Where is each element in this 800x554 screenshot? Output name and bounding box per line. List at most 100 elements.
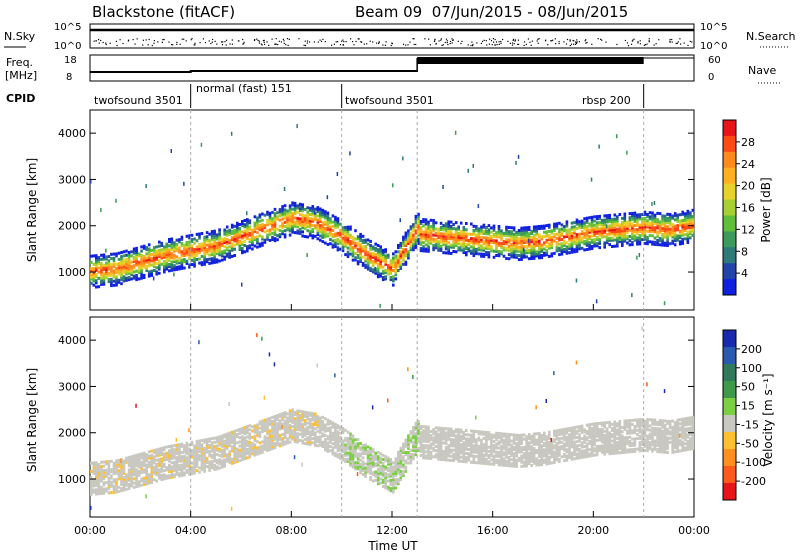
power-cell xyxy=(155,255,158,259)
velocity-cell xyxy=(117,458,121,462)
power-cell xyxy=(366,265,370,269)
power-cell xyxy=(424,220,428,224)
power-cell xyxy=(532,248,536,252)
velocity-cell xyxy=(434,434,438,438)
velocity-cell xyxy=(394,480,398,484)
power-cell xyxy=(296,231,299,235)
power-cell xyxy=(631,224,634,228)
velocity-cell xyxy=(288,413,292,417)
velocity-cell xyxy=(442,452,445,455)
power-cell xyxy=(404,262,408,266)
power-cell xyxy=(447,224,450,228)
power-cell xyxy=(437,242,440,246)
nsky-dot xyxy=(274,43,276,45)
power-cell xyxy=(525,251,528,255)
power-cell xyxy=(563,239,566,243)
velocity-cell xyxy=(291,412,294,416)
velocity-cell xyxy=(238,440,242,444)
power-cell xyxy=(354,243,357,247)
velocity-cell xyxy=(102,473,106,476)
velocity-cell xyxy=(399,453,403,457)
power-cell xyxy=(298,202,302,206)
power-cell xyxy=(344,244,347,248)
power-scatter xyxy=(626,150,628,155)
power-cell xyxy=(140,255,143,259)
power-cell xyxy=(397,256,400,260)
velocity-scatter xyxy=(188,428,190,433)
velocity-cell xyxy=(107,485,111,489)
power-cell xyxy=(500,244,503,247)
velocity-cell xyxy=(248,436,252,440)
velocity-cell xyxy=(341,443,345,447)
power-cell xyxy=(376,264,380,268)
velocity-cell xyxy=(183,458,186,462)
velocity-cell xyxy=(366,460,370,464)
power-cell xyxy=(505,225,508,229)
power-cell xyxy=(530,252,533,256)
velocity-cell xyxy=(356,452,360,456)
power-cell xyxy=(442,251,445,255)
velocity-cell xyxy=(117,462,121,466)
nsky-dot xyxy=(572,39,574,42)
velocity-cell xyxy=(392,471,395,475)
velocity-cell xyxy=(150,462,153,466)
nsky-dot xyxy=(500,40,502,43)
power-cell xyxy=(160,248,164,252)
nsky-dot xyxy=(500,42,502,44)
velocity-cell xyxy=(210,455,214,459)
velocity-cell xyxy=(135,478,138,482)
velocity-cell xyxy=(188,468,191,472)
power-cell xyxy=(266,233,269,237)
power-cell xyxy=(678,219,682,223)
velocity-cell xyxy=(366,464,370,468)
velocity-cell xyxy=(404,442,408,446)
power-cell xyxy=(180,254,184,258)
power-cell xyxy=(648,223,652,227)
power-cell xyxy=(233,235,236,239)
power-cell xyxy=(618,227,622,231)
velocity-cell xyxy=(243,451,247,454)
velocity-cell xyxy=(130,459,133,463)
velocity-cell xyxy=(251,452,254,456)
power-cell xyxy=(628,222,632,226)
velocity-cell xyxy=(336,442,340,446)
power-cell xyxy=(392,262,395,266)
power-cell xyxy=(364,240,367,244)
nsky-dot xyxy=(220,41,223,43)
velocity-cell xyxy=(407,446,410,450)
power-cell xyxy=(414,216,418,220)
velocity-scatter xyxy=(256,333,258,338)
power-cell xyxy=(346,252,350,256)
power-cell xyxy=(414,244,418,247)
nsky-dot xyxy=(575,42,577,44)
power-cell xyxy=(256,216,259,220)
velocity-cell xyxy=(117,464,121,468)
power-cell xyxy=(616,221,619,225)
velocity-cell xyxy=(160,451,164,454)
power-cell xyxy=(256,231,259,235)
power-cell xyxy=(661,222,664,226)
power-cell xyxy=(419,234,423,238)
power-cell xyxy=(686,213,690,217)
velocity-cell xyxy=(256,433,259,437)
velocity-cell xyxy=(278,425,282,429)
nsky-dot xyxy=(264,43,266,45)
velocity-cell xyxy=(120,483,123,486)
velocity-cell xyxy=(180,463,184,467)
power-cell xyxy=(241,242,244,246)
velocity-cell xyxy=(147,450,151,454)
power-cell xyxy=(631,230,634,234)
power-cell xyxy=(631,232,634,236)
velocity-cell xyxy=(125,487,128,491)
velocity-cell xyxy=(142,458,146,461)
power-cell xyxy=(550,254,554,258)
power-cell xyxy=(339,233,342,237)
nsky-dot xyxy=(95,40,97,42)
velocity-cell xyxy=(417,438,420,442)
velocity-cell xyxy=(349,459,352,463)
power-cell xyxy=(145,252,148,256)
velocity-cell xyxy=(293,419,297,423)
power-cell xyxy=(439,244,443,248)
power-cell xyxy=(183,266,186,270)
velocity-cell xyxy=(399,463,403,467)
